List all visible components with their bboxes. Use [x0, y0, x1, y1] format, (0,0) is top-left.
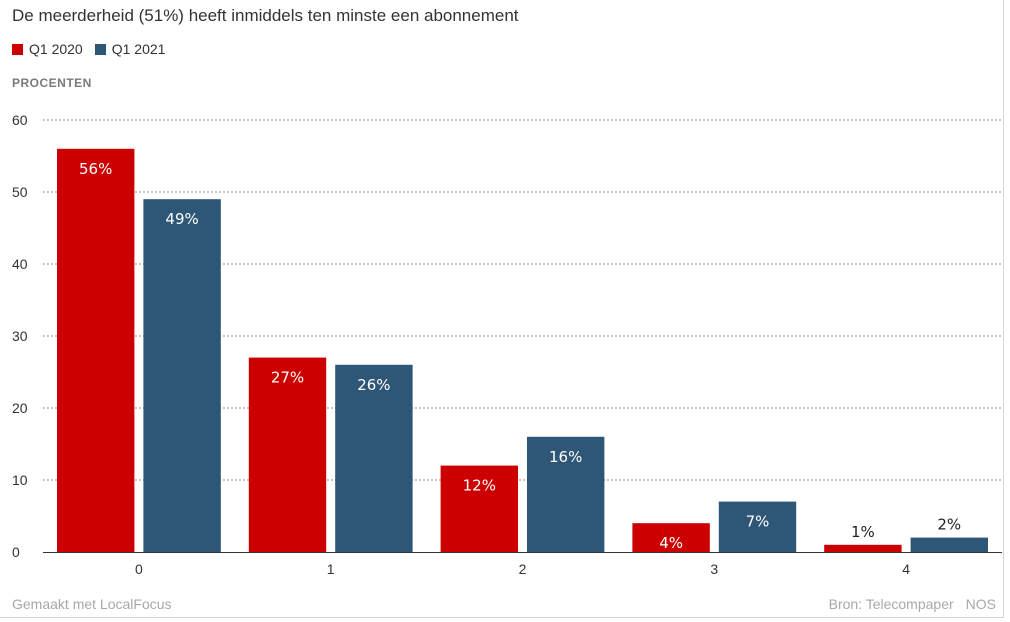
- data-label-4-series-1: 2%: [937, 516, 961, 534]
- legend: Q1 2020 Q1 2021: [12, 41, 177, 57]
- x-tick-label-0: 0: [135, 561, 143, 577]
- x-tick-label-3: 3: [710, 561, 718, 577]
- legend-swatch-q1-2021: [94, 43, 106, 55]
- data-label-3-series-0: 4%: [659, 534, 683, 552]
- footer-credits: Bron: Telecompaper NOS: [829, 596, 996, 612]
- source-credit: Bron: Telecompaper: [828, 596, 954, 612]
- made-with-localfocus-link[interactable]: Gemaakt met LocalFocus: [12, 596, 172, 612]
- bar-0-series-1: [143, 199, 221, 552]
- y-tick-label-0: 0: [12, 544, 20, 560]
- x-tick-label-1: 1: [327, 561, 335, 577]
- legend-item-q1-2021[interactable]: Q1 2021: [94, 41, 166, 57]
- bar-chart: 0 10 20 30 40 50 60 56% 49% 0 27% 26% 1 12% 16% 2 4% 7% 3 1…: [12, 112, 1002, 577]
- bar-2-series-1: [527, 436, 605, 552]
- y-tick-label-40: 40: [12, 256, 28, 272]
- legend-label-q1-2021: Q1 2021: [111, 41, 166, 57]
- data-label-0-series-1: 49%: [165, 210, 198, 228]
- legend-label-q1-2020: Q1 2020: [29, 41, 83, 57]
- legend-swatch-q1-2020: [12, 43, 23, 55]
- y-tick-label-50: 50: [12, 184, 28, 200]
- y-tick-label-10: 10: [12, 472, 28, 488]
- data-label-0-series-0: 56%: [79, 160, 112, 178]
- y-tick-label-60: 60: [12, 112, 28, 128]
- data-label-1-series-1: 26%: [357, 376, 390, 394]
- data-label-3-series-1: 7%: [746, 513, 770, 531]
- bar-1-series-1: [335, 364, 413, 552]
- bar-4-series-0: [824, 544, 902, 552]
- data-label-4-series-0: 1%: [851, 523, 875, 541]
- data-label-2-series-0: 12%: [463, 477, 496, 495]
- bar-1-series-0: [248, 357, 327, 552]
- x-tick-label-4: 4: [902, 561, 910, 577]
- bar-4-series-1: [910, 537, 988, 552]
- chart-title: De meerderheid (51%) heeft inmiddels ten…: [12, 6, 519, 25]
- bar-3-series-0: [632, 523, 710, 552]
- legend-item-q1-2020[interactable]: Q1 2020: [12, 41, 83, 57]
- y-tick-label-20: 20: [12, 400, 28, 416]
- bar-3-series-1: [718, 501, 797, 552]
- data-label-2-series-1: 16%: [549, 448, 582, 466]
- y-tick-label-30: 30: [12, 328, 28, 344]
- bar-0-series-0: [57, 148, 135, 553]
- brand-credit: NOS: [965, 596, 996, 612]
- y-axis-unit-label: PROCENTEN: [12, 76, 92, 90]
- x-tick-label-2: 2: [519, 561, 527, 577]
- data-label-1-series-0: 27%: [271, 369, 304, 387]
- bar-2-series-0: [440, 465, 518, 552]
